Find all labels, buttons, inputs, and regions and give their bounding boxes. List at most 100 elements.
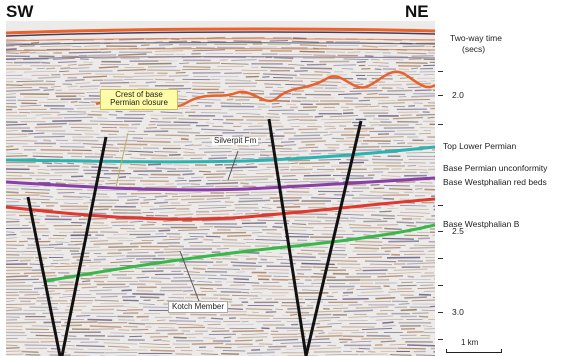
seismic-reflector-trace xyxy=(375,297,396,300)
seismic-reflector-trace xyxy=(243,128,270,131)
seismic-reflector-trace xyxy=(356,61,366,63)
axis-tick-label: 2.0 xyxy=(452,90,464,100)
seismic-reflector-trace xyxy=(112,233,129,236)
seismic-reflector-trace xyxy=(273,199,300,202)
seismic-reflector-trace xyxy=(220,274,252,278)
seismic-reflector-trace xyxy=(374,68,382,71)
seismic-reflector-trace xyxy=(334,247,346,249)
scale-bar xyxy=(446,349,502,353)
seismic-reflector-trace xyxy=(348,256,383,259)
seismic-reflector-trace xyxy=(383,184,410,187)
seismic-reflector-trace xyxy=(318,193,326,196)
seismic-reflector-trace xyxy=(368,350,376,353)
seismic-reflector-trace xyxy=(150,144,181,146)
seismic-reflector-trace xyxy=(78,101,90,104)
seismic-reflector-trace xyxy=(251,285,282,287)
seismic-reflector-trace xyxy=(241,222,267,225)
base-westphalian-b-horizon xyxy=(45,223,435,283)
seismic-reflector-trace xyxy=(78,95,85,97)
seismic-reflector-trace xyxy=(75,82,91,85)
seismic-reflector-trace xyxy=(268,144,284,147)
seismic-reflector-trace xyxy=(207,327,225,329)
seismic-reflector-trace xyxy=(59,296,73,298)
seismic-reflector-trace xyxy=(6,198,22,200)
seismic-reflector-trace xyxy=(245,242,280,244)
kotch-leader-line xyxy=(179,250,201,305)
seismic-reflector-trace xyxy=(233,281,260,284)
seismic-reflector-trace xyxy=(154,151,178,153)
axis-minor-tick xyxy=(438,258,443,259)
seismic-reflector-trace xyxy=(423,58,435,61)
seismic-reflector-trace xyxy=(392,116,424,120)
seismic-reflector-trace xyxy=(21,188,51,191)
seismic-reflector-trace xyxy=(140,44,150,47)
seismic-reflector-trace xyxy=(268,272,289,274)
seismic-reflector-trace xyxy=(82,280,91,283)
label-base-westphalian-b: Base Westphalian B xyxy=(443,219,520,229)
seismic-reflector-trace xyxy=(35,334,54,337)
seismic-reflector-trace xyxy=(299,44,328,47)
seismic-reflector-trace xyxy=(90,240,109,242)
seismic-reflector-trace xyxy=(249,298,262,300)
seismic-reflector-trace xyxy=(370,58,380,61)
seismic-reflector-trace xyxy=(89,289,112,292)
seismic-reflector-trace xyxy=(418,315,429,318)
seismic-reflector-trace xyxy=(294,70,308,72)
seismic-reflector-trace xyxy=(121,289,132,292)
seismic-reflector-trace xyxy=(175,317,189,319)
seismic-reflector-trace xyxy=(430,347,435,350)
seismic-reflector-trace xyxy=(6,117,37,120)
seismic-reflector-trace xyxy=(130,157,147,159)
seismic-reflector-trace xyxy=(72,139,99,142)
seismic-reflector-trace xyxy=(192,81,221,85)
seismic-reflector-trace xyxy=(225,79,252,82)
seismic-reflector-trace xyxy=(291,40,320,43)
seismic-reflector-trace xyxy=(372,62,389,64)
seismic-reflector-trace xyxy=(94,208,109,211)
seismic-reflector-trace xyxy=(368,64,378,67)
seismic-reflector-trace xyxy=(407,86,422,88)
seismic-reflector-trace xyxy=(41,61,51,64)
seismic-reflector-trace xyxy=(6,191,19,194)
axis-minor-tick xyxy=(438,71,443,72)
seismic-reflector-trace xyxy=(397,142,406,145)
seismic-reflector-trace xyxy=(138,173,149,176)
seismic-reflector-trace xyxy=(141,270,164,273)
seismic-reflector-trace xyxy=(203,151,232,153)
seismic-reflector-trace xyxy=(6,152,23,154)
seismic-reflector-trace xyxy=(329,115,359,118)
seismic-reflector-trace xyxy=(387,89,413,92)
seismic-reflector-trace xyxy=(39,86,48,89)
seismic-reflector-trace xyxy=(203,173,226,175)
seismic-reflector-trace xyxy=(207,40,227,43)
seismic-reflector-trace xyxy=(40,149,71,151)
seismic-reflector-trace xyxy=(141,223,155,226)
seismic-reflector-trace xyxy=(68,182,85,185)
seismic-reflector-trace xyxy=(128,166,148,170)
seismic-reflector-trace xyxy=(389,354,412,356)
seismic-reflector-trace xyxy=(117,349,130,351)
seismic-reflector-trace xyxy=(180,138,189,141)
seismic-reflector-trace xyxy=(162,238,181,241)
seismic-reflector-trace xyxy=(194,144,202,147)
seismic-reflector-trace xyxy=(241,103,266,105)
seismic-reflector-trace xyxy=(416,114,435,116)
seismic-reflector-trace xyxy=(423,73,435,76)
seismic-reflector-trace xyxy=(300,249,326,252)
seismic-reflector-trace xyxy=(318,159,341,161)
seismic-reflector-trace xyxy=(68,51,102,54)
seismic-reflector-trace xyxy=(200,112,228,114)
seismic-reflector-trace xyxy=(136,235,167,238)
seismic-reflector-trace xyxy=(271,102,280,105)
seismic-reflector-trace xyxy=(235,194,250,197)
seismic-reflector-trace xyxy=(288,137,323,140)
seismic-reflector-trace xyxy=(370,136,404,139)
seismic-reflector-trace xyxy=(21,350,39,354)
seismic-reflector-trace xyxy=(155,134,190,137)
seismic-reflector-trace xyxy=(178,228,210,232)
seismic-reflector-trace xyxy=(238,199,271,203)
seismic-reflector-trace xyxy=(405,152,435,154)
seismic-reflector-trace xyxy=(343,309,374,313)
label-base-westphalian-red-beds: Base Westphalian red beds xyxy=(443,177,547,187)
seismic-reflector-trace xyxy=(119,146,142,150)
